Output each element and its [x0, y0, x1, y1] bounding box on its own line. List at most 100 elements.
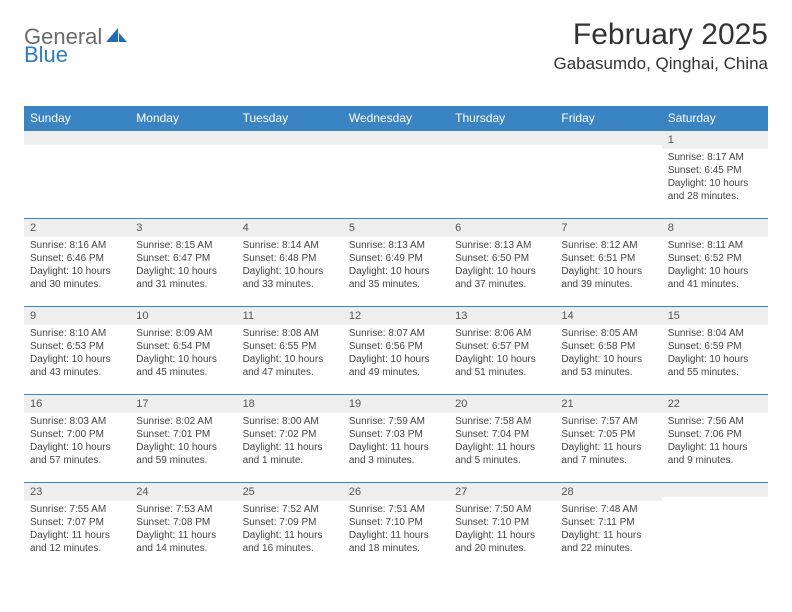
day-details: Sunrise: 8:07 AMSunset: 6:56 PMDaylight:… — [343, 325, 449, 383]
sunset-text: Sunset: 7:09 PM — [243, 516, 337, 529]
day-number — [237, 131, 343, 145]
daylight-text: Daylight: 10 hours and 51 minutes. — [455, 353, 549, 379]
daylight-text: Daylight: 10 hours and 53 minutes. — [561, 353, 655, 379]
day-details: Sunrise: 8:05 AMSunset: 6:58 PMDaylight:… — [555, 325, 661, 383]
day-details: Sunrise: 7:55 AMSunset: 7:07 PMDaylight:… — [24, 501, 130, 559]
calendar-day-cell: 18Sunrise: 8:00 AMSunset: 7:02 PMDayligh… — [237, 395, 343, 483]
day-details: Sunrise: 8:11 AMSunset: 6:52 PMDaylight:… — [662, 237, 768, 295]
sunrise-text: Sunrise: 7:53 AM — [136, 503, 230, 516]
day-details: Sunrise: 8:00 AMSunset: 7:02 PMDaylight:… — [237, 413, 343, 471]
brand-blue-line: Blue — [24, 42, 68, 68]
day-details: Sunrise: 8:09 AMSunset: 6:54 PMDaylight:… — [130, 325, 236, 383]
calendar-day-cell: 1Sunrise: 8:17 AMSunset: 6:45 PMDaylight… — [662, 131, 768, 219]
sunset-text: Sunset: 6:47 PM — [136, 252, 230, 265]
weekday-header: Saturday — [662, 106, 768, 131]
weekday-header: Wednesday — [343, 106, 449, 131]
day-number: 23 — [24, 483, 130, 501]
header: General February 2025 Gabasumdo, Qinghai… — [24, 18, 768, 74]
day-number: 18 — [237, 395, 343, 413]
day-details: Sunrise: 7:50 AMSunset: 7:10 PMDaylight:… — [449, 501, 555, 559]
sunrise-text: Sunrise: 7:55 AM — [30, 503, 124, 516]
daylight-text: Daylight: 10 hours and 59 minutes. — [136, 441, 230, 467]
sunrise-text: Sunrise: 7:57 AM — [561, 415, 655, 428]
sunrise-text: Sunrise: 7:58 AM — [455, 415, 549, 428]
day-details: Sunrise: 8:17 AMSunset: 6:45 PMDaylight:… — [662, 149, 768, 207]
day-details: Sunrise: 8:04 AMSunset: 6:59 PMDaylight:… — [662, 325, 768, 383]
day-details: Sunrise: 8:12 AMSunset: 6:51 PMDaylight:… — [555, 237, 661, 295]
calendar-table: Sunday Monday Tuesday Wednesday Thursday… — [24, 106, 768, 571]
sunset-text: Sunset: 7:07 PM — [30, 516, 124, 529]
sunrise-text: Sunrise: 7:59 AM — [349, 415, 443, 428]
calendar-day-cell: 2Sunrise: 8:16 AMSunset: 6:46 PMDaylight… — [24, 219, 130, 307]
sunrise-text: Sunrise: 8:06 AM — [455, 327, 549, 340]
day-details: Sunrise: 7:56 AMSunset: 7:06 PMDaylight:… — [662, 413, 768, 471]
sunset-text: Sunset: 7:05 PM — [561, 428, 655, 441]
day-details: Sunrise: 8:14 AMSunset: 6:48 PMDaylight:… — [237, 237, 343, 295]
day-details: Sunrise: 7:52 AMSunset: 7:09 PMDaylight:… — [237, 501, 343, 559]
location: Gabasumdo, Qinghai, China — [553, 54, 768, 74]
calendar-day-cell: 23Sunrise: 7:55 AMSunset: 7:07 PMDayligh… — [24, 483, 130, 571]
sunset-text: Sunset: 7:02 PM — [243, 428, 337, 441]
daylight-text: Daylight: 11 hours and 9 minutes. — [668, 441, 762, 467]
calendar-week-row: 1Sunrise: 8:17 AMSunset: 6:45 PMDaylight… — [24, 131, 768, 219]
sunset-text: Sunset: 7:06 PM — [668, 428, 762, 441]
sunset-text: Sunset: 6:57 PM — [455, 340, 549, 353]
sunrise-text: Sunrise: 7:50 AM — [455, 503, 549, 516]
day-number — [24, 131, 130, 145]
daylight-text: Daylight: 11 hours and 3 minutes. — [349, 441, 443, 467]
day-number — [343, 131, 449, 145]
sunset-text: Sunset: 6:50 PM — [455, 252, 549, 265]
day-details: Sunrise: 8:10 AMSunset: 6:53 PMDaylight:… — [24, 325, 130, 383]
sunrise-text: Sunrise: 8:04 AM — [668, 327, 762, 340]
day-details: Sunrise: 8:13 AMSunset: 6:50 PMDaylight:… — [449, 237, 555, 295]
day-number — [449, 131, 555, 145]
sunrise-text: Sunrise: 8:02 AM — [136, 415, 230, 428]
daylight-text: Daylight: 10 hours and 45 minutes. — [136, 353, 230, 379]
day-number: 1 — [662, 131, 768, 149]
calendar-day-cell: 17Sunrise: 8:02 AMSunset: 7:01 PMDayligh… — [130, 395, 236, 483]
sunset-text: Sunset: 6:55 PM — [243, 340, 337, 353]
daylight-text: Daylight: 10 hours and 57 minutes. — [30, 441, 124, 467]
day-details: Sunrise: 8:06 AMSunset: 6:57 PMDaylight:… — [449, 325, 555, 383]
calendar-day-cell: 16Sunrise: 8:03 AMSunset: 7:00 PMDayligh… — [24, 395, 130, 483]
day-number: 27 — [449, 483, 555, 501]
calendar-day-cell: 10Sunrise: 8:09 AMSunset: 6:54 PMDayligh… — [130, 307, 236, 395]
weekday-header: Sunday — [24, 106, 130, 131]
day-number: 2 — [24, 219, 130, 237]
sunset-text: Sunset: 6:46 PM — [30, 252, 124, 265]
sunrise-text: Sunrise: 7:56 AM — [668, 415, 762, 428]
weekday-header-row: Sunday Monday Tuesday Wednesday Thursday… — [24, 106, 768, 131]
day-details: Sunrise: 8:02 AMSunset: 7:01 PMDaylight:… — [130, 413, 236, 471]
daylight-text: Daylight: 10 hours and 49 minutes. — [349, 353, 443, 379]
calendar-day-cell — [130, 131, 236, 219]
sunrise-text: Sunrise: 8:00 AM — [243, 415, 337, 428]
day-details: Sunrise: 7:57 AMSunset: 7:05 PMDaylight:… — [555, 413, 661, 471]
calendar-day-cell: 15Sunrise: 8:04 AMSunset: 6:59 PMDayligh… — [662, 307, 768, 395]
sunrise-text: Sunrise: 8:10 AM — [30, 327, 124, 340]
day-details — [343, 145, 449, 151]
sunset-text: Sunset: 7:03 PM — [349, 428, 443, 441]
daylight-text: Daylight: 10 hours and 31 minutes. — [136, 265, 230, 291]
sunrise-text: Sunrise: 8:17 AM — [668, 151, 762, 164]
day-details — [662, 497, 768, 503]
title-block: February 2025 Gabasumdo, Qinghai, China — [553, 18, 768, 74]
day-number — [555, 131, 661, 145]
calendar-day-cell: 6Sunrise: 8:13 AMSunset: 6:50 PMDaylight… — [449, 219, 555, 307]
brand-sail-icon — [106, 26, 128, 49]
day-number: 8 — [662, 219, 768, 237]
day-number: 26 — [343, 483, 449, 501]
calendar-week-row: 16Sunrise: 8:03 AMSunset: 7:00 PMDayligh… — [24, 395, 768, 483]
sunrise-text: Sunrise: 7:48 AM — [561, 503, 655, 516]
day-number: 25 — [237, 483, 343, 501]
weekday-header: Friday — [555, 106, 661, 131]
sunset-text: Sunset: 6:49 PM — [349, 252, 443, 265]
day-number: 4 — [237, 219, 343, 237]
day-number: 17 — [130, 395, 236, 413]
daylight-text: Daylight: 10 hours and 33 minutes. — [243, 265, 337, 291]
day-number: 7 — [555, 219, 661, 237]
day-details — [555, 145, 661, 151]
day-number: 19 — [343, 395, 449, 413]
month-title: February 2025 — [553, 18, 768, 52]
day-number: 9 — [24, 307, 130, 325]
sunset-text: Sunset: 6:45 PM — [668, 164, 762, 177]
